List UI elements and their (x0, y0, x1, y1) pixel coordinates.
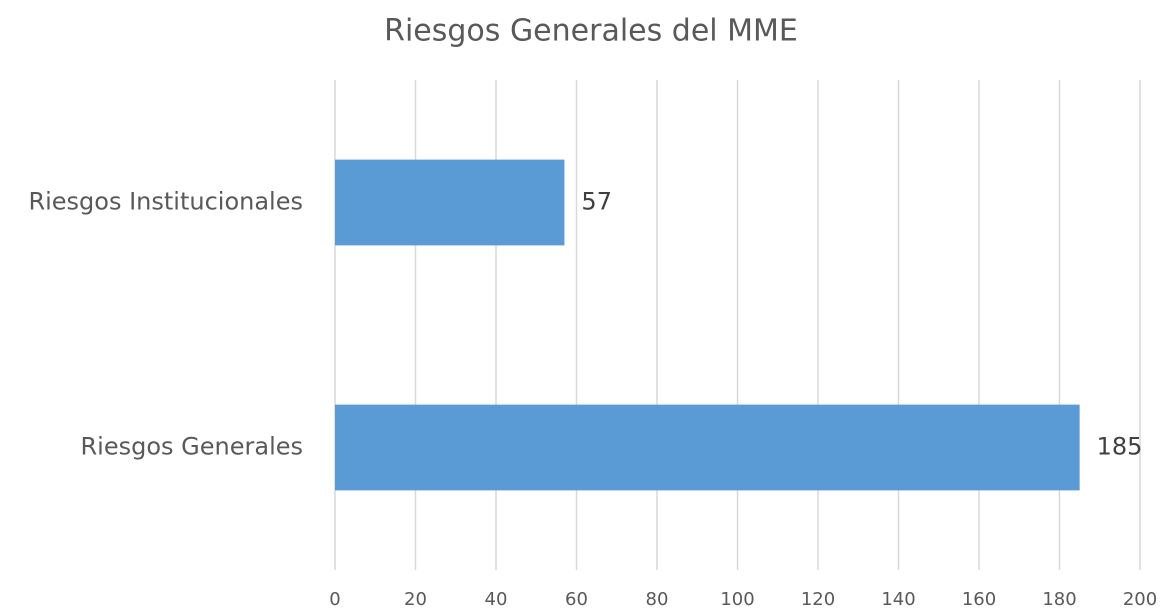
x-tick-label: 180 (1042, 589, 1076, 608)
x-tick-label: 140 (881, 589, 915, 608)
x-tick-label: 120 (801, 589, 835, 608)
y-tick-label: Riesgos Institucionales (28, 188, 303, 216)
chart-title: Riesgos Generales del MME (384, 14, 798, 49)
bar (335, 404, 1080, 491)
data-label: 57 (581, 188, 612, 216)
x-tick-label: 0 (329, 589, 340, 608)
x-tick-label: 60 (565, 589, 588, 608)
bar (335, 159, 565, 246)
data-label: 185 (1097, 433, 1143, 461)
x-tick-label: 200 (1123, 589, 1157, 608)
x-tick-label: 20 (404, 589, 427, 608)
x-tick-label: 160 (962, 589, 996, 608)
x-tick-label: 100 (720, 589, 754, 608)
x-tick-label: 80 (646, 589, 669, 608)
x-tick-label: 40 (485, 589, 508, 608)
y-tick-label: Riesgos Generales (80, 433, 303, 461)
